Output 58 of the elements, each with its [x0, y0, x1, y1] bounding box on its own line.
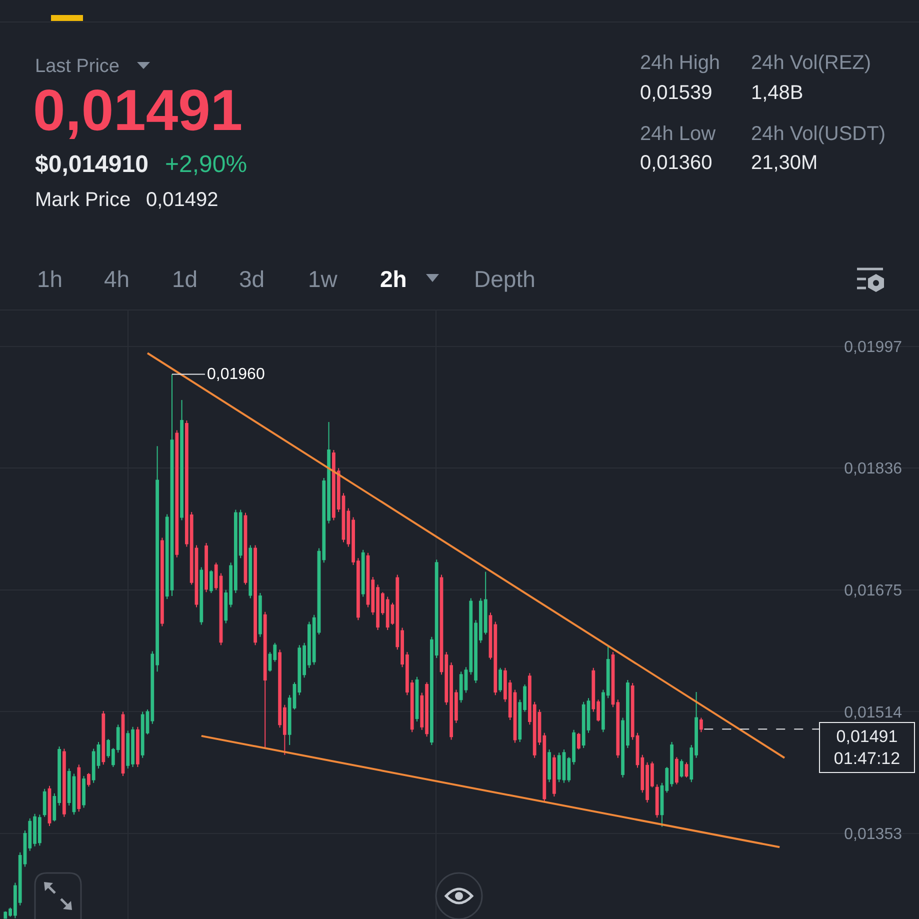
candlestick [254, 544, 257, 646]
candlestick [209, 570, 213, 594]
candlestick [102, 710, 106, 766]
text: 1,48B [751, 82, 804, 104]
text: 4h [104, 266, 130, 292]
text: Last Price [35, 56, 120, 77]
text: Depth [474, 266, 536, 292]
candlestick [415, 676, 419, 722]
text: +2,90% [165, 151, 248, 178]
candlestick [684, 762, 688, 778]
candlestick [48, 785, 52, 826]
candlestick [498, 667, 502, 693]
candlestick [548, 749, 551, 783]
text: 24h Vol(REZ) [751, 52, 872, 74]
candlestick [86, 772, 90, 788]
y-tick-label: 0,01997 [844, 338, 902, 356]
text: 0,01492 [146, 189, 218, 211]
candlestick [361, 549, 365, 598]
candlestick [204, 542, 208, 593]
annotation: 0,01960 [207, 366, 265, 383]
text: $0,014910 [35, 151, 148, 178]
text: 0,01360 [640, 152, 712, 174]
candlestick [77, 764, 81, 812]
candlestick [121, 711, 125, 777]
y-tick-label: 0,01353 [844, 826, 902, 844]
text: 21,30M [751, 152, 818, 174]
candlestick [263, 611, 267, 749]
text: 0,01491 [33, 78, 243, 143]
candlestick [42, 788, 46, 818]
candlestick [680, 758, 684, 778]
text: 1w [308, 266, 338, 292]
text: 1h [37, 266, 63, 292]
candlestick [258, 592, 262, 638]
text: 24h Low [640, 123, 716, 145]
candlestick [674, 756, 678, 785]
candlestick [576, 732, 580, 750]
candlestick [62, 748, 66, 818]
y-tick-label: 0,01836 [844, 460, 902, 478]
text: 24h High [640, 52, 720, 74]
text: 24h Vol(USDT) [751, 123, 886, 145]
candlestick [200, 566, 204, 626]
candlestick [160, 537, 164, 627]
text: 3d [239, 266, 265, 292]
text: Mark Price [35, 189, 131, 211]
candlestick [655, 784, 659, 818]
candlestick [552, 754, 556, 797]
text: 2h [380, 266, 407, 292]
candlestick [699, 717, 703, 733]
candlestick [175, 430, 179, 558]
y-tick-label: 0,01514 [844, 704, 902, 722]
candlestick [180, 400, 184, 521]
candlestick [136, 726, 140, 768]
text: 1d [172, 266, 198, 292]
candlestick [82, 776, 86, 808]
text: 0,01539 [640, 82, 712, 104]
candlestick [248, 544, 252, 599]
y-tick-label: 0,01675 [844, 582, 902, 600]
ref-line-label: 0,01491 01:47:12 [834, 727, 900, 768]
